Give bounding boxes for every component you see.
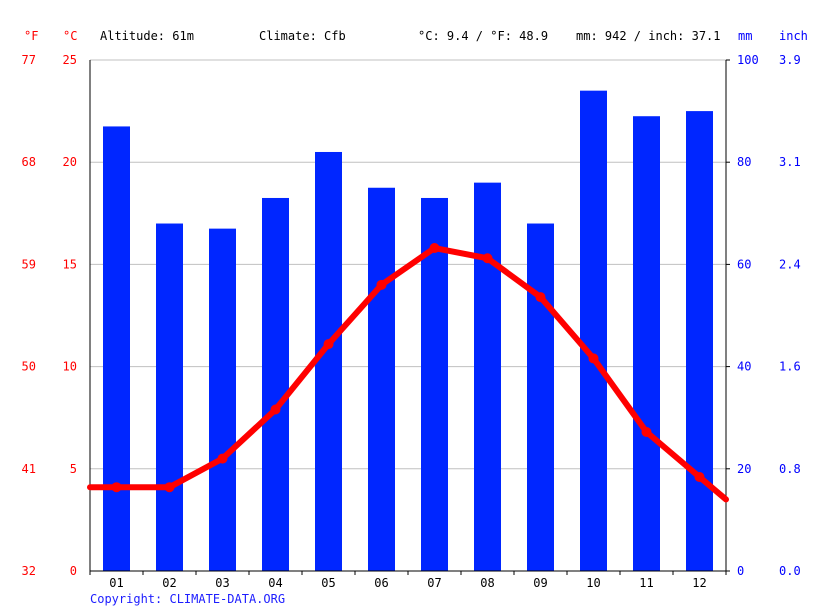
mm-tick-label: 80 [737, 155, 751, 169]
precipitation-bar-03 [209, 228, 236, 571]
altitude-label: Altitude: 61m [100, 29, 194, 43]
x-tick-label: 09 [533, 576, 547, 590]
x-tick-label: 04 [268, 576, 282, 590]
temperature-point-10 [588, 353, 599, 364]
temperature-point-11 [641, 427, 652, 438]
mm-tick-label: 40 [737, 360, 751, 374]
celsius-tick-label: 5 [70, 462, 77, 476]
precipitation-bar-12 [686, 111, 713, 571]
precipitation-bar-11 [633, 116, 660, 572]
x-tick-label: 03 [215, 576, 229, 590]
temperature-point-08 [482, 253, 493, 264]
unit-inch-label: inch [779, 29, 808, 43]
temperature-point-03 [217, 453, 228, 464]
x-tick-label: 06 [374, 576, 388, 590]
temperature-point-09 [535, 292, 546, 303]
temperature-point-01 [111, 482, 122, 493]
fahrenheit-tick-label: 59 [22, 257, 36, 271]
unit-mm-label: mm [738, 29, 752, 43]
x-tick-label: 02 [162, 576, 176, 590]
precipitation-bar-02 [156, 223, 183, 571]
unit-celsius-label: °C [63, 29, 77, 43]
mm-tick-label: 100 [737, 53, 759, 67]
precipitation-bar-01 [103, 126, 130, 572]
tick-labels: 01 02 03 04 05 06 07 08 09 10 11 120510152025324150… [22, 53, 801, 590]
x-tick-label: 10 [586, 576, 600, 590]
x-tick-label: 11 [639, 576, 653, 590]
temperature-point-06 [376, 279, 387, 290]
mm-tick-label: 0 [737, 564, 744, 578]
inch-tick-label: 2.4 [779, 257, 801, 271]
fahrenheit-tick-label: 77 [22, 53, 36, 67]
mm-tick-label: 20 [737, 462, 751, 476]
celsius-tick-label: 10 [63, 360, 77, 374]
temperature-line [87, 243, 729, 503]
inch-tick-label: 3.9 [779, 53, 801, 67]
fahrenheit-tick-label: 50 [22, 360, 36, 374]
x-tick-label: 12 [692, 576, 706, 590]
copyright-text: Copyright: CLIMATE-DATA.ORG [90, 592, 285, 606]
mm-tick-label: 60 [737, 257, 751, 271]
fahrenheit-tick-label: 32 [22, 564, 36, 578]
temperature-point-05 [323, 339, 334, 350]
celsius-tick-label: 0 [70, 564, 77, 578]
x-tick-label: 05 [321, 576, 335, 590]
climate-label: Climate: Cfb [259, 29, 346, 43]
inch-tick-label: 0.8 [779, 462, 801, 476]
celsius-tick-label: 25 [63, 53, 77, 67]
temperature-point-07 [429, 243, 440, 254]
precipitation-bar-05 [315, 151, 342, 572]
unit-fahrenheit-label: °F [24, 29, 38, 43]
precipitation-bar-09 [527, 223, 554, 571]
precipitation-bars [103, 90, 713, 572]
temperature-point-02 [164, 482, 175, 493]
precipitation-bar-07 [421, 197, 448, 571]
celsius-tick-label: 15 [63, 257, 77, 271]
x-tick-label: 01 [109, 576, 123, 590]
precipitation-bar-06 [368, 187, 395, 571]
celsius-tick-label: 20 [63, 155, 77, 169]
inch-tick-label: 0.0 [779, 564, 801, 578]
precipitation-bar-04 [262, 197, 289, 571]
temperature-line-path [87, 245, 729, 503]
fahrenheit-tick-label: 41 [22, 462, 36, 476]
x-tick-label: 08 [480, 576, 494, 590]
inch-tick-label: 3.1 [779, 155, 801, 169]
x-tick-label: 07 [427, 576, 441, 590]
fahrenheit-tick-label: 68 [22, 155, 36, 169]
temperature-point-12 [694, 471, 705, 482]
precipitation-bar-08 [474, 182, 501, 571]
total-precipitation-label: mm: 942 / inch: 37.1 [576, 29, 721, 43]
precipitation-bar-10 [580, 90, 607, 571]
temperature-point-04 [270, 404, 281, 415]
inch-tick-label: 1.6 [779, 360, 801, 374]
average-temperature-label: °C: 9.4 / °F: 48.9 [418, 29, 548, 43]
